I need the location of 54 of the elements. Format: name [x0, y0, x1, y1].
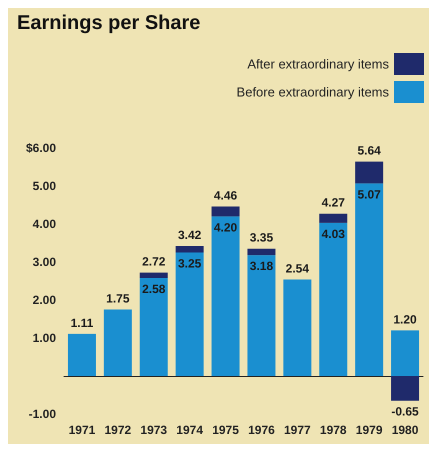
data-label: 4.03 — [322, 226, 346, 241]
x-tick-label: 1980 — [392, 423, 419, 437]
data-label: 2.54 — [286, 261, 310, 276]
y-tick-label: -1.00 — [28, 407, 56, 421]
bar — [283, 279, 312, 376]
x-tick-label: 1974 — [176, 423, 204, 437]
data-label: -0.65 — [391, 404, 420, 419]
total-label: 5.64 — [357, 144, 382, 158]
data-label: 1.75 — [106, 292, 130, 306]
data-label: 1.20 — [393, 312, 418, 326]
bar — [212, 206, 240, 216]
y-tick-label: 3.00 — [32, 255, 56, 269]
bar — [140, 272, 168, 278]
total-label: 2.72 — [142, 254, 166, 269]
data-label: 1.11 — [70, 316, 94, 330]
y-tick-label: 4.00 — [32, 217, 56, 231]
total-label: 3.42 — [178, 228, 202, 242]
legend-label: Before extraordinary items — [236, 84, 390, 100]
x-tick-label: 1973 — [140, 423, 168, 437]
x-tick-label: 1977 — [284, 423, 312, 437]
bar — [319, 222, 348, 376]
x-tick-label: 1972 — [104, 423, 132, 437]
bar — [104, 310, 132, 376]
x-tick-label: 1976 — [248, 423, 276, 437]
bar — [319, 214, 348, 223]
data-label: 2.58 — [142, 282, 166, 296]
y-tick-label: $6.00 — [26, 141, 56, 155]
bar — [212, 216, 240, 376]
y-tick-label: 5.00 — [32, 179, 56, 193]
x-tick-label: 1979 — [356, 423, 383, 437]
total-label: 4.46 — [214, 188, 238, 203]
bar — [176, 246, 204, 252]
data-label: 3.25 — [178, 256, 202, 270]
chart-title: Earnings per Share — [17, 12, 200, 34]
bar — [247, 255, 276, 376]
y-tick-label: 2.00 — [32, 293, 56, 307]
bar — [355, 162, 384, 184]
total-label: 4.27 — [322, 196, 346, 210]
y-tick-label: 1.00 — [32, 331, 56, 345]
bar — [140, 278, 168, 376]
x-tick-label: 1975 — [212, 423, 240, 437]
data-label: 4.20 — [214, 220, 238, 234]
total-label: 3.35 — [250, 230, 274, 245]
x-tick-label: 1971 — [68, 423, 96, 437]
x-tick-label: 1978 — [320, 423, 347, 437]
legend-label: After extraordinary items — [247, 56, 390, 72]
bar — [355, 183, 384, 376]
bar — [391, 330, 420, 376]
bar — [176, 252, 204, 376]
data-label: 5.07 — [357, 187, 382, 202]
bar — [68, 334, 96, 376]
data-label: 3.18 — [250, 259, 274, 274]
bar — [247, 248, 276, 256]
bar — [391, 376, 420, 401]
